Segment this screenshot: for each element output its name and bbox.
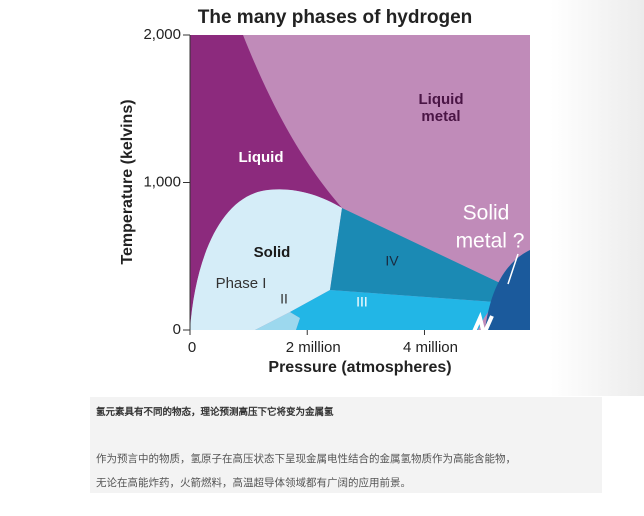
y-tick-label: 2,000 <box>143 26 181 43</box>
caption-line: 无论在高能炸药，火箭燃料，高温超导体领域都有广阔的应用前景。 <box>96 477 411 489</box>
caption-line: 作为预言中的物质，氢原子在高压状态下呈现金属电性结合的金属氢物质作为高能含能物， <box>96 453 516 465</box>
chart-title: The many phases of hydrogen <box>198 7 473 28</box>
x-tick-label: 2 million <box>286 339 341 356</box>
region-phase-three <box>290 290 495 330</box>
y-axis-title: Temperature (kelvins) <box>119 99 136 264</box>
region-label: IV <box>385 253 399 269</box>
chart: The many phases of hydrogen Pressure (at… <box>119 0 644 396</box>
region-solid-metal <box>485 250 530 330</box>
axis-break <box>470 311 494 341</box>
region-label: II <box>280 291 288 307</box>
annotation-pointer <box>507 253 519 285</box>
y-tick-label: 0 <box>173 321 181 338</box>
y-tick-label: 1,000 <box>143 173 181 190</box>
side-shade <box>550 0 644 396</box>
caption-panel: 氢元素具有不同的物态，理论预测高压下它将变为金属氢 作为预言中的物质，氢原子在高… <box>90 397 602 493</box>
caption-heading: 氢元素具有不同的物态，理论预测高压下它将变为金属氢 <box>96 407 334 418</box>
region-label: Phase I <box>216 275 267 292</box>
x-tick-label: 4 million <box>403 339 458 356</box>
region-label: metal <box>421 108 460 125</box>
region-label: Liquid <box>419 91 464 108</box>
region-label: Liquid <box>239 149 284 166</box>
region-label: metal ? <box>456 230 525 253</box>
region-label: Solid <box>463 202 510 225</box>
region-phase-two <box>255 312 300 330</box>
x-axis-title: Pressure (atmospheres) <box>268 359 451 376</box>
region-label: Solid <box>254 244 291 261</box>
region-phase-one <box>190 189 342 330</box>
region-phase-four <box>330 208 500 302</box>
region-label: III <box>356 294 368 310</box>
region-liquid <box>190 35 342 330</box>
x-tick-label: 0 <box>188 339 196 356</box>
